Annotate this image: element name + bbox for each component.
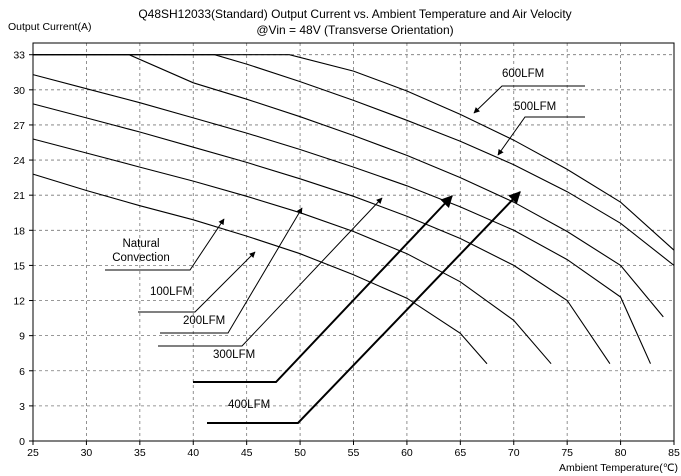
y-tick-label: 12 bbox=[13, 296, 25, 308]
y-tick-label: 15 bbox=[13, 260, 25, 272]
series-annotation-line: 100LFM bbox=[150, 286, 192, 298]
series-line-200lfm bbox=[32, 103, 611, 365]
y-tick-label: 6 bbox=[19, 366, 25, 378]
x-tick-label: 85 bbox=[668, 447, 680, 459]
y-tick-label: 21 bbox=[13, 190, 25, 202]
annotations: 600LFM 500LFM Natural Convection 100LFM 200LF… bbox=[105, 68, 585, 424]
x-tick-label: 80 bbox=[615, 447, 627, 459]
axes: 25 30 35 40 45 50 55 60 65 70 75 80 85 0 3 6 9 12 15 18 21 24… bbox=[13, 42, 680, 459]
series-annotation: 300LFM bbox=[213, 349, 255, 361]
series-annotation: 500LFM bbox=[514, 101, 556, 113]
series-annotation-line: Convection bbox=[112, 252, 170, 264]
series-annotation-line: 400LFM bbox=[228, 399, 270, 411]
series-annotation: 100LFM bbox=[150, 286, 192, 298]
series-line-300lfm bbox=[32, 74, 652, 364]
leader-line bbox=[158, 197, 383, 347]
series-annotation: 600LFM bbox=[502, 68, 544, 80]
x-tick-label: 45 bbox=[241, 447, 253, 459]
leader-line bbox=[105, 218, 225, 271]
series-line-600lfm bbox=[33, 54, 675, 251]
series-lines bbox=[32, 54, 675, 365]
series-annotation-line: Natural bbox=[122, 238, 159, 250]
series-annotation-line: 600LFM bbox=[502, 68, 544, 80]
series-annotation: Natural Convection bbox=[112, 238, 170, 264]
series-line-natural-convection bbox=[32, 173, 488, 365]
leader-line bbox=[138, 251, 256, 313]
x-tick-label: 50 bbox=[294, 447, 306, 459]
x-tick-label: 30 bbox=[81, 447, 93, 459]
x-tick-label: 55 bbox=[348, 447, 360, 459]
x-axis-label: Ambient Temperature(℃) bbox=[559, 462, 678, 474]
series-annotation: 200LFM bbox=[183, 315, 225, 327]
leader-line bbox=[207, 191, 521, 424]
x-tick-label: 70 bbox=[508, 447, 520, 459]
x-tick-label: 60 bbox=[401, 447, 413, 459]
y-tick-label: 3 bbox=[19, 401, 25, 413]
y-tick-label: 30 bbox=[13, 85, 25, 97]
chart-subtitle: @Vin = 48V (Transverse Orientation) bbox=[256, 23, 453, 37]
series-line-400lfm bbox=[33, 54, 664, 318]
y-tick-label: 0 bbox=[19, 436, 25, 448]
x-tick-label: 25 bbox=[27, 447, 39, 459]
chart-title: Q48SH12033(Standard) Output Current vs. … bbox=[138, 7, 571, 21]
x-tick-label: 40 bbox=[187, 447, 199, 459]
leader-line bbox=[497, 116, 585, 156]
y-tick-label: 24 bbox=[13, 155, 25, 167]
leader-line bbox=[193, 195, 453, 383]
x-tick-label: 75 bbox=[561, 447, 573, 459]
y-tick-label: 18 bbox=[13, 225, 25, 237]
series-annotation: 400LFM bbox=[228, 399, 270, 411]
y-tick-label: 9 bbox=[19, 331, 25, 343]
x-tick-label: 35 bbox=[134, 447, 146, 459]
leader-line bbox=[473, 85, 585, 114]
series-annotation-line: 500LFM bbox=[514, 101, 556, 113]
series-line-500lfm bbox=[33, 54, 675, 266]
y-axis-label: Output Current(A) bbox=[8, 21, 91, 33]
series-annotation-line: 300LFM bbox=[213, 349, 255, 361]
series-annotation-line: 200LFM bbox=[183, 315, 225, 327]
leader-line bbox=[160, 207, 303, 334]
y-tick-label: 33 bbox=[13, 50, 25, 62]
y-tick-label: 27 bbox=[13, 120, 25, 132]
x-tick-label: 65 bbox=[454, 447, 466, 459]
